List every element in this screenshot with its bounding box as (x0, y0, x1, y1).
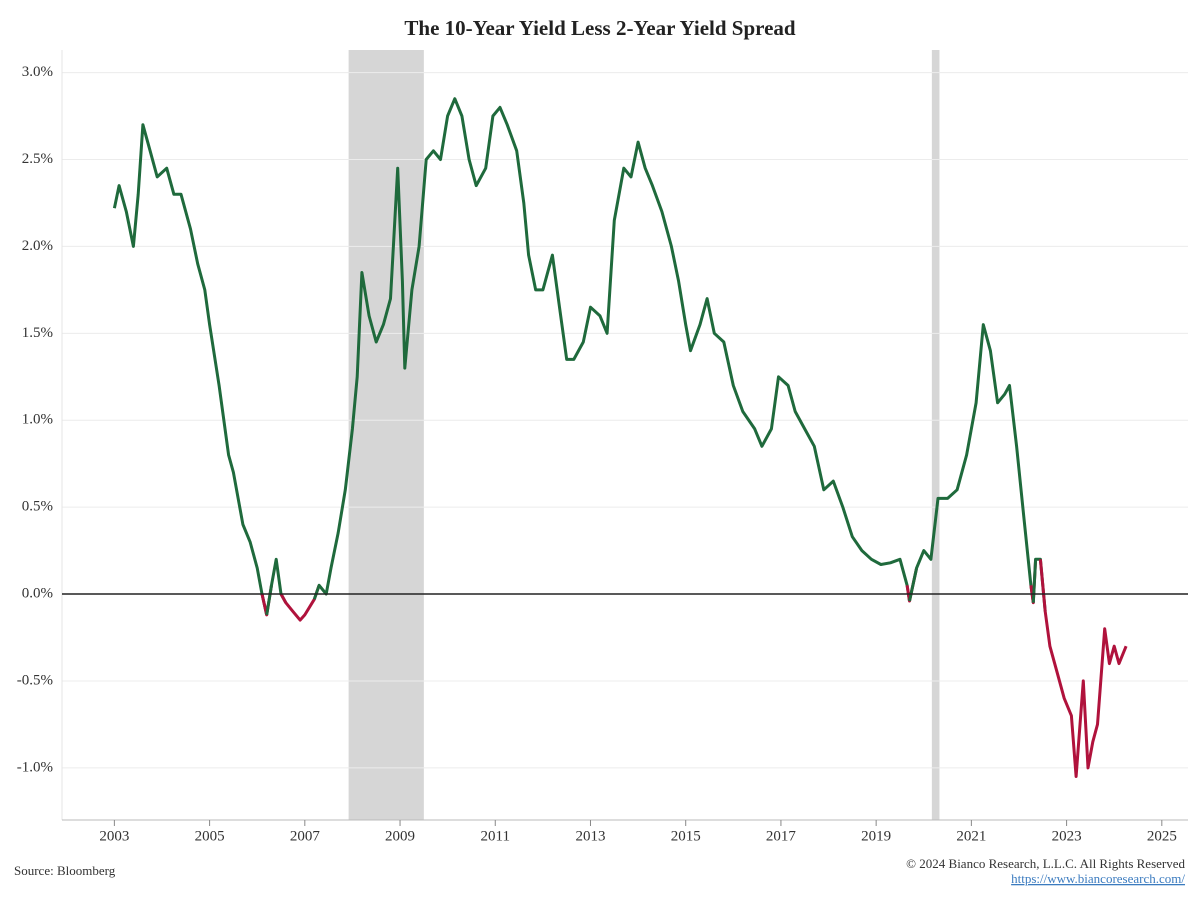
x-tick-label: 2013 (575, 828, 605, 844)
spread-line (312, 97, 911, 602)
y-tick-label: 2.5% (22, 151, 53, 167)
website-link[interactable]: https://www.biancoresearch.com/ (1011, 871, 1185, 886)
y-tick-label: -1.0% (17, 759, 53, 775)
x-tick-label: 2009 (385, 828, 415, 844)
source-note: Source: Bloomberg (14, 863, 116, 878)
x-tick-label: 2021 (956, 828, 986, 844)
x-tick-label: 2003 (99, 828, 129, 844)
y-tick-label: 2.0% (22, 238, 53, 254)
x-tick-label: 2017 (766, 828, 797, 844)
x-tick-label: 2023 (1052, 828, 1082, 844)
x-tick-label: 2019 (861, 828, 891, 844)
spread-line (908, 323, 1035, 603)
y-tick-label: 3.0% (22, 64, 53, 80)
recession-band (931, 50, 940, 820)
y-tick-label: 0.0% (22, 585, 53, 601)
copyright: © 2024 Bianco Research, L.L.C. All Right… (906, 856, 1185, 871)
chart-title: The 10-Year Yield Less 2-Year Yield Spre… (404, 16, 796, 40)
spread-line (265, 557, 288, 616)
x-tick-label: 2007 (290, 828, 321, 844)
spread-line (279, 584, 321, 622)
spread-line (1038, 559, 1128, 778)
x-tick-label: 2015 (671, 828, 701, 844)
x-tick-label: 2011 (481, 828, 510, 844)
x-tick-label: 2005 (195, 828, 225, 844)
spread-line (112, 123, 269, 616)
y-tick-label: 0.5% (22, 499, 53, 515)
y-tick-label: 1.0% (22, 412, 53, 428)
x-tick-label: 2025 (1147, 828, 1177, 844)
y-tick-label: 1.5% (22, 325, 53, 341)
recession-band (348, 50, 424, 820)
y-tick-label: -0.5% (17, 672, 53, 688)
